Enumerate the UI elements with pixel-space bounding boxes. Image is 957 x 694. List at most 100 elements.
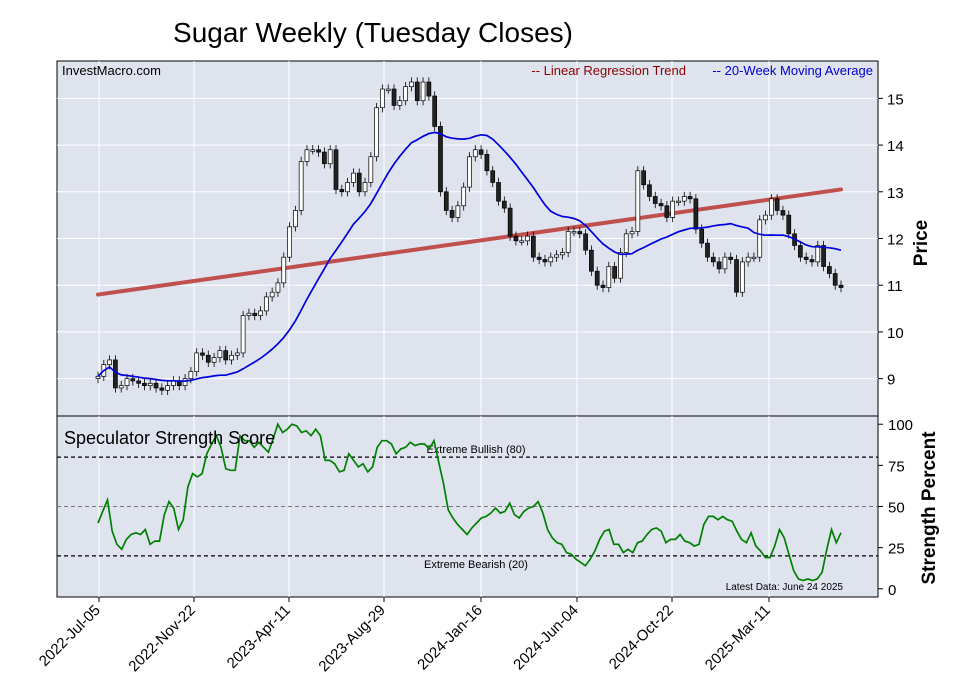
candle-body: [211, 357, 217, 363]
candle-body: [438, 126, 443, 193]
candle-body: [130, 378, 136, 382]
candle-body: [467, 156, 472, 188]
candle-body: [507, 207, 513, 237]
moving-average-line: [97, 131, 842, 382]
candle-body: [310, 149, 316, 152]
candle-body: [716, 261, 722, 270]
candle-body: [676, 200, 681, 203]
candle-body: [768, 198, 774, 216]
candle-body: [589, 249, 594, 272]
price-tick-label: 14: [887, 138, 904, 155]
candle-body: [612, 266, 617, 279]
x-axis: 2022-Jul-05 2022-Nov-22 2023-Apr-11 2023-Au…: [36, 597, 774, 675]
candle-body: [554, 254, 559, 258]
price-y-axis: 9 10 11 12 13 14 15: [878, 91, 904, 389]
candle-body: [136, 380, 141, 384]
candle-body: [577, 231, 583, 235]
candle-body: [217, 350, 223, 358]
candle-body: [763, 214, 768, 221]
candle-body: [461, 186, 467, 207]
candle-body: [774, 198, 780, 211]
candle-body: [374, 107, 379, 158]
strength-axis-label: Strength Percent: [919, 431, 940, 585]
candle-body: [629, 231, 635, 235]
candle-body: [594, 270, 600, 286]
candle-body: [234, 352, 240, 356]
x-tick-label: 2023-Aug-29: [315, 602, 388, 675]
candle-body: [728, 256, 734, 260]
candle-body: [322, 151, 327, 165]
candle-body: [165, 385, 171, 391]
regression-trend-line: [96, 187, 843, 297]
candle-body: [345, 182, 350, 193]
candle-body: [745, 256, 751, 263]
candle-body: [449, 210, 455, 218]
candle-body: [623, 233, 629, 253]
chart-title: Sugar Weekly (Tuesday Closes): [173, 17, 573, 48]
candle-body: [641, 170, 646, 186]
candle-body: [560, 252, 565, 256]
candle-body: [681, 196, 687, 202]
candle-body: [380, 88, 385, 109]
candle-body: [618, 252, 623, 279]
candle-body: [635, 170, 641, 232]
x-tick-label: 2025-Mar-11: [702, 602, 774, 674]
candle-body: [194, 352, 200, 372]
candle-body: [472, 149, 478, 158]
candle-body: [739, 261, 745, 293]
price-tick-label: 12: [887, 232, 904, 249]
candle-body: [705, 242, 710, 258]
candle-body: [118, 385, 124, 389]
candle-body: [385, 88, 391, 91]
strength-tick-label: 25: [888, 541, 905, 558]
candle-body: [414, 81, 420, 102]
candle-body: [600, 284, 606, 288]
candle-body: [356, 172, 362, 193]
candle-body: [304, 149, 310, 162]
candle-body: [200, 352, 205, 356]
price-tick-label: 11: [887, 278, 903, 295]
strength-tick-label: 75: [888, 458, 905, 475]
strength-score-line: [97, 422, 842, 582]
candle-body: [263, 296, 269, 312]
candle-body: [710, 256, 716, 263]
candle-body: [403, 86, 408, 102]
candle-body: [583, 233, 588, 251]
candle-body: [525, 235, 530, 242]
candle-body: [548, 256, 554, 263]
strength-tick-label: 0: [888, 582, 896, 599]
candle-body: [687, 196, 693, 200]
candle-body: [693, 198, 699, 230]
candle-body: [113, 359, 118, 389]
candle-body: [281, 256, 287, 284]
x-tick-label: 2022-Nov-22: [125, 602, 198, 675]
candle-body: [316, 149, 321, 153]
candle-body: [722, 256, 728, 270]
candle-body: [182, 378, 188, 386]
candle-body: [838, 284, 844, 288]
candle-body: [478, 149, 484, 155]
candle-body: [536, 256, 542, 260]
candle-body: [531, 235, 536, 258]
candle-body: [142, 382, 147, 386]
candle-body: [832, 273, 838, 286]
x-tick-label: 2024-Oct-22: [606, 602, 677, 673]
threshold-label: Extreme Bearish (20): [424, 559, 528, 571]
candle-body: [362, 182, 368, 193]
candle-body: [490, 170, 496, 183]
candle-body: [786, 214, 792, 235]
candle-body: [803, 256, 809, 260]
candle-body: [757, 219, 763, 258]
candle-body: [153, 382, 159, 389]
candle-body: [252, 312, 258, 316]
candle-body: [542, 259, 548, 263]
candle-body: [432, 95, 438, 127]
candle-body: [397, 100, 403, 106]
candle-body: [223, 350, 229, 361]
candle-body: [658, 203, 664, 207]
candle-body: [333, 149, 339, 190]
candle-body: [95, 375, 101, 379]
candle-body: [240, 315, 246, 354]
candle-body: [827, 266, 832, 274]
